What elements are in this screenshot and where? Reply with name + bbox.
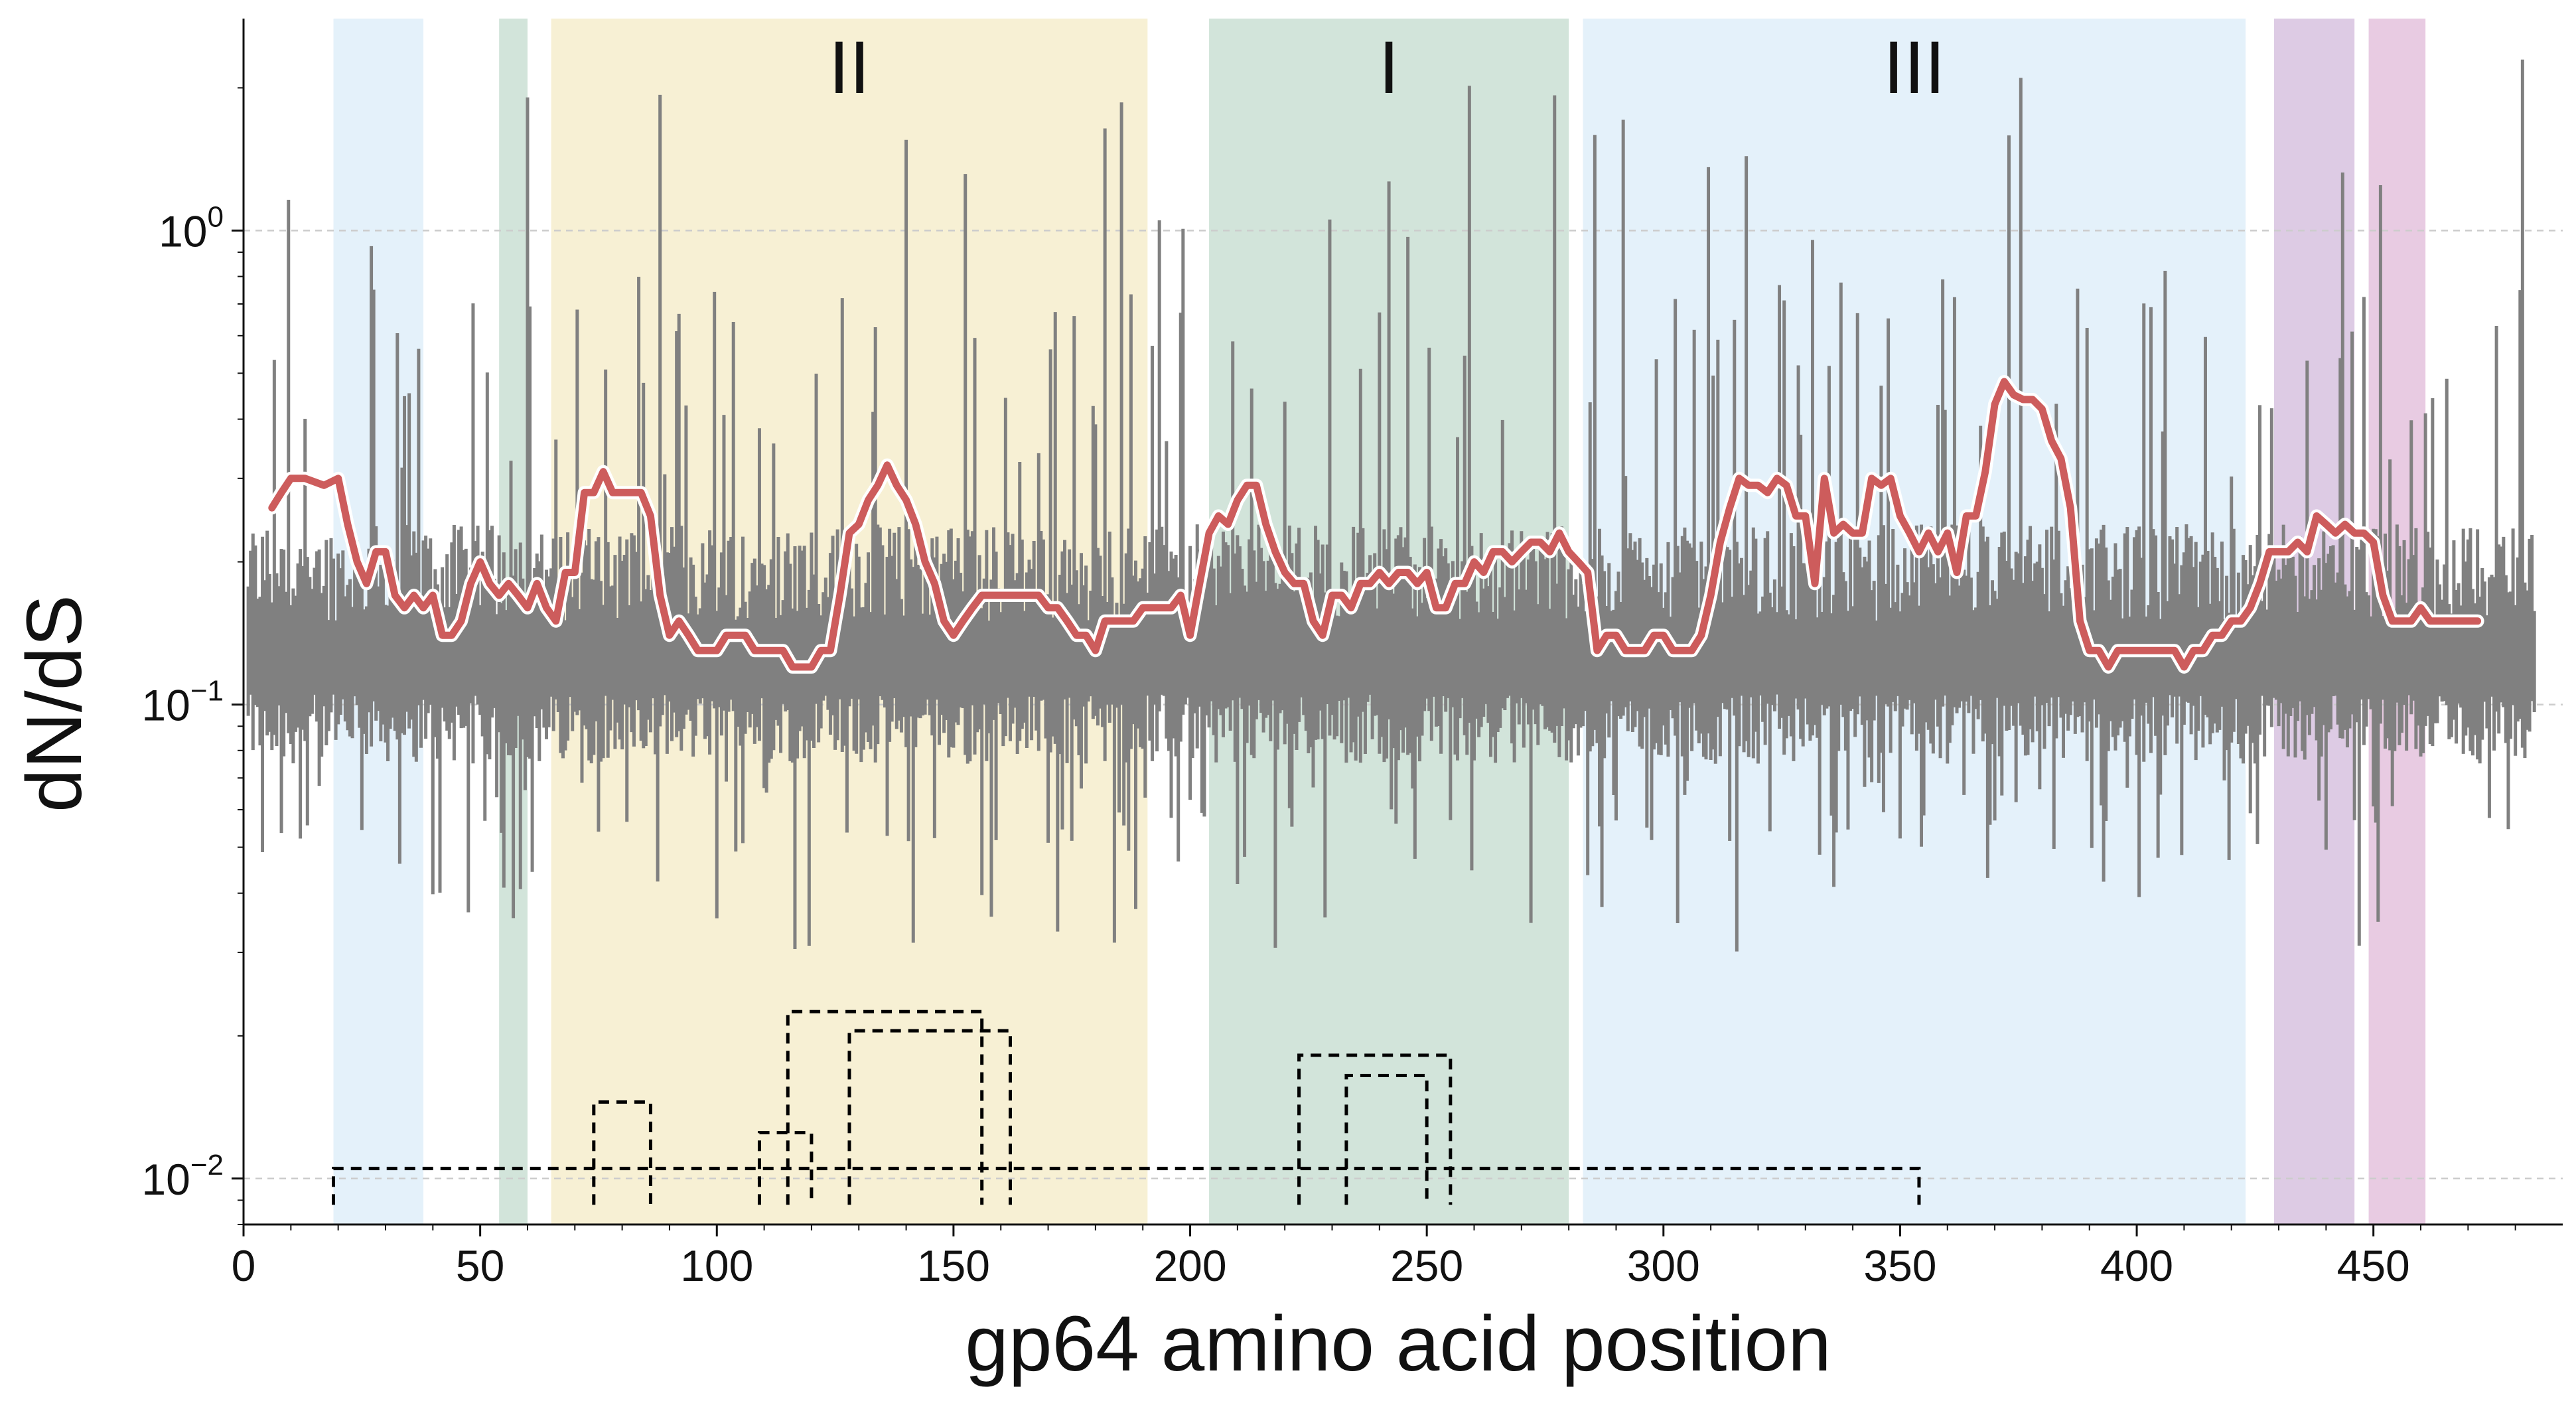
disulfide-bracket-1	[592, 1100, 652, 1205]
y-tick-label: 10−1	[141, 675, 224, 730]
disulfide-bracket-4	[847, 1029, 1012, 1205]
region-labels: II I III	[829, 26, 1946, 109]
mean-series	[265, 375, 2484, 674]
x-tick-label: 400	[2100, 1241, 2173, 1290]
y-tick-label: 100	[159, 200, 224, 256]
region-label-0: II	[829, 26, 870, 109]
region-label-2: III	[1883, 26, 1945, 109]
disulfide-bracket-2	[757, 1131, 814, 1205]
disulfide-bracket-3	[786, 1009, 984, 1205]
region-label-1: I	[1379, 26, 1399, 109]
disulfide-bracket-0	[332, 1167, 1921, 1205]
mean-line	[268, 378, 2482, 671]
x-tick-label: 250	[1390, 1241, 1463, 1290]
x-tick-label: 200	[1153, 1241, 1226, 1290]
x-tick-label: 0	[232, 1241, 256, 1290]
x-tick-label: 50	[456, 1241, 504, 1290]
x-tick-label: 450	[2337, 1241, 2410, 1290]
axes: 0 50 100 150 200 250 300 350 400 450 10−2 10−1 100	[141, 19, 2563, 1290]
y-axis-title: dN/dS	[11, 595, 98, 812]
x-tick-label: 100	[680, 1241, 753, 1290]
site-interval-bars	[246, 59, 2536, 952]
x-tick-label: 300	[1627, 1241, 1700, 1290]
disulfide-bracket-5	[1297, 1053, 1453, 1205]
x-tick-label: 150	[917, 1241, 990, 1290]
disulfide-brackets	[332, 1009, 1921, 1205]
disulfide-bracket-6	[1344, 1073, 1429, 1205]
x-tick-label: 350	[1863, 1241, 1936, 1290]
y-tick-label: 10−2	[141, 1149, 224, 1204]
x-axis-title: gp64 amino acid position	[965, 1300, 1831, 1388]
